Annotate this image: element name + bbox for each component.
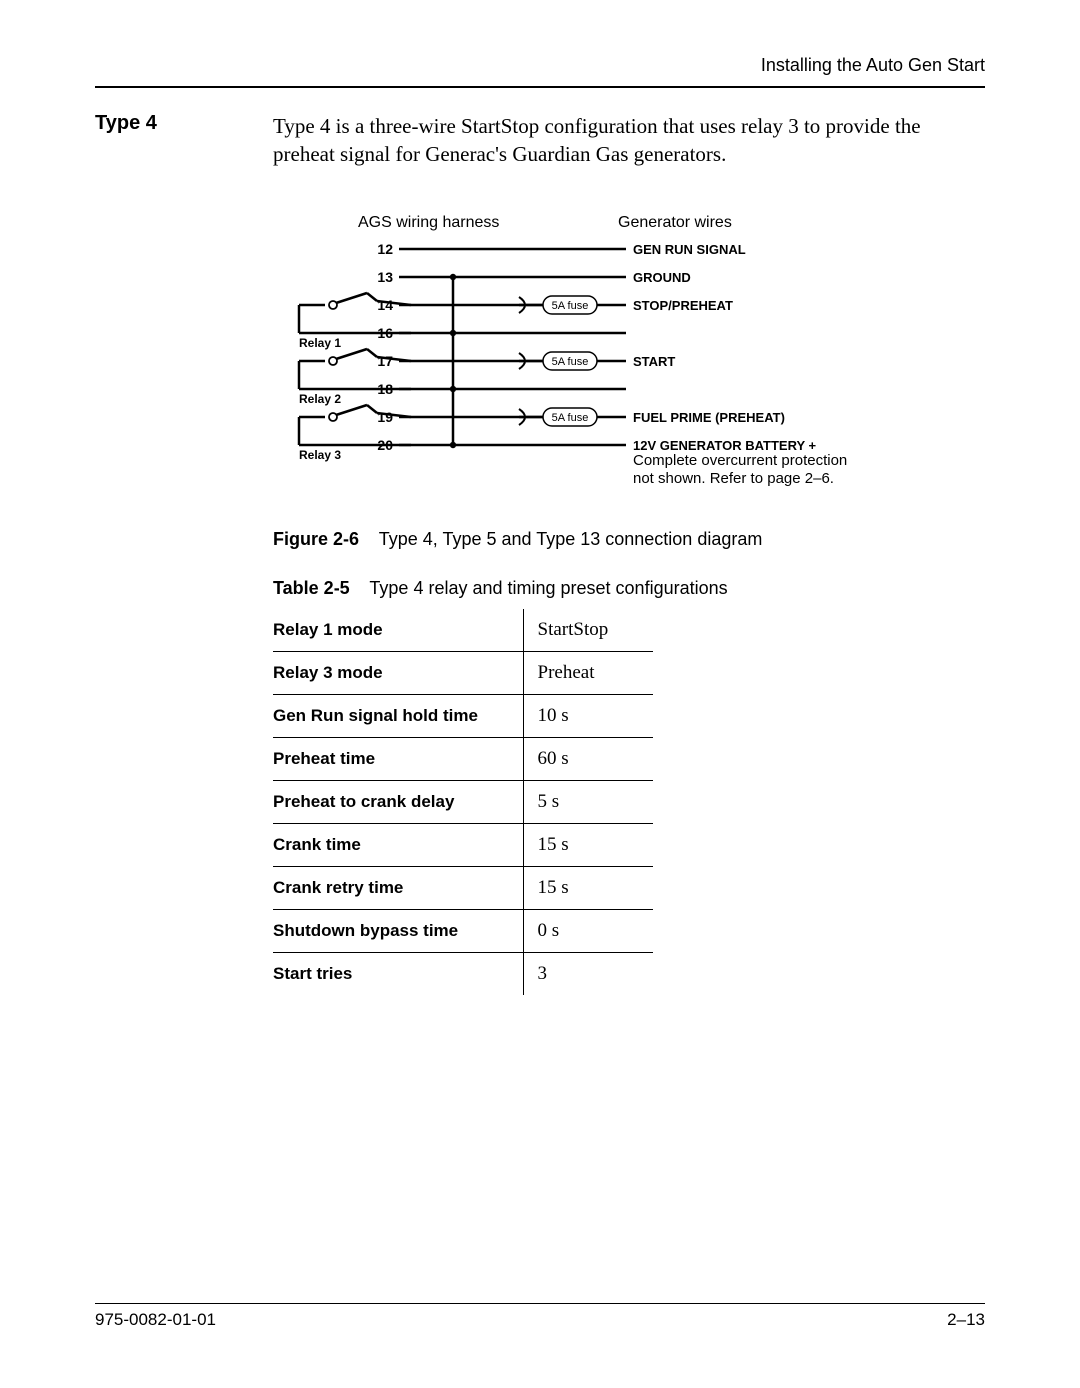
param-cell: Preheat to crank delay: [273, 780, 523, 823]
svg-text:not shown. Refer to page 2–6.: not shown. Refer to page 2–6.: [633, 470, 834, 487]
table-row: Start tries3: [273, 952, 653, 995]
svg-text:14: 14: [377, 297, 393, 313]
table-row: Gen Run signal hold time10 s: [273, 694, 653, 737]
table-row: Preheat to crank delay5 s: [273, 780, 653, 823]
param-cell: Gen Run signal hold time: [273, 694, 523, 737]
svg-text:5A fuse: 5A fuse: [552, 412, 589, 424]
figure-caption: Figure 2-6 Type 4, Type 5 and Type 13 co…: [273, 529, 985, 550]
footer-right: 2–13: [947, 1310, 985, 1330]
param-cell: Crank time: [273, 823, 523, 866]
page-footer: 975-0082-01-01 2–13: [95, 1303, 985, 1330]
param-cell: Crank retry time: [273, 866, 523, 909]
svg-text:17: 17: [377, 353, 393, 369]
table-caption-text: Type 4 relay and timing preset configura…: [369, 578, 727, 598]
section-row: Type 4 Type 4 is a three-wire StartStop …: [95, 112, 985, 169]
value-cell: 0 s: [523, 909, 653, 952]
svg-text:5A fuse: 5A fuse: [552, 356, 589, 368]
wiring-diagram: AGS wiring harness Generator wires 12 GEN…: [273, 209, 985, 499]
param-cell: Preheat time: [273, 737, 523, 780]
figure-label: Figure 2-6: [273, 529, 359, 549]
diag-left-title: AGS wiring harness: [358, 214, 499, 231]
svg-text:GEN RUN SIGNAL: GEN RUN SIGNAL: [633, 242, 746, 257]
svg-text:FUEL PRIME (PREHEAT): FUEL PRIME (PREHEAT): [633, 410, 785, 425]
svg-text:STOP/PREHEAT: STOP/PREHEAT: [633, 298, 733, 313]
value-cell: 3: [523, 952, 653, 995]
svg-text:Relay 1: Relay 1: [299, 336, 341, 350]
param-cell: Relay 1 mode: [273, 609, 523, 652]
value-cell: 60 s: [523, 737, 653, 780]
section-body: Type 4 is a three-wire StartStop configu…: [273, 112, 985, 169]
svg-text:Relay 3: Relay 3: [299, 448, 341, 462]
diag-right-title: Generator wires: [618, 214, 732, 231]
svg-text:12: 12: [377, 241, 393, 257]
table-row: Crank time15 s: [273, 823, 653, 866]
param-cell: Start tries: [273, 952, 523, 995]
section-heading: Type 4: [95, 112, 245, 169]
param-cell: Relay 3 mode: [273, 651, 523, 694]
table-row: Preheat time60 s: [273, 737, 653, 780]
svg-text:12V GENERATOR BATTERY +: 12V GENERATOR BATTERY +: [633, 438, 817, 453]
config-table: Relay 1 modeStartStopRelay 3 modePreheat…: [273, 609, 653, 995]
table-row: Relay 3 modePreheat: [273, 651, 653, 694]
svg-text:Complete overcurrent protectio: Complete overcurrent protection: [633, 452, 847, 469]
value-cell: 5 s: [523, 780, 653, 823]
svg-text:START: START: [633, 354, 675, 369]
figure-text: Type 4, Type 5 and Type 13 connection di…: [379, 529, 763, 549]
svg-text:GROUND: GROUND: [633, 270, 691, 285]
value-cell: 10 s: [523, 694, 653, 737]
table-row: Shutdown bypass time0 s: [273, 909, 653, 952]
table-caption-label: Table 2-5: [273, 578, 350, 598]
svg-text:5A fuse: 5A fuse: [552, 300, 589, 312]
value-cell: Preheat: [523, 651, 653, 694]
svg-text:13: 13: [377, 269, 393, 285]
footer-left: 975-0082-01-01: [95, 1310, 216, 1330]
svg-text:19: 19: [377, 409, 393, 425]
param-cell: Shutdown bypass time: [273, 909, 523, 952]
table-row: Relay 1 modeStartStop: [273, 609, 653, 652]
table-row: Crank retry time15 s: [273, 866, 653, 909]
page-header: Installing the Auto Gen Start: [95, 55, 985, 88]
value-cell: StartStop: [523, 609, 653, 652]
value-cell: 15 s: [523, 823, 653, 866]
value-cell: 15 s: [523, 866, 653, 909]
table-caption: Table 2-5 Type 4 relay and timing preset…: [273, 578, 985, 599]
svg-text:Relay 2: Relay 2: [299, 392, 341, 406]
